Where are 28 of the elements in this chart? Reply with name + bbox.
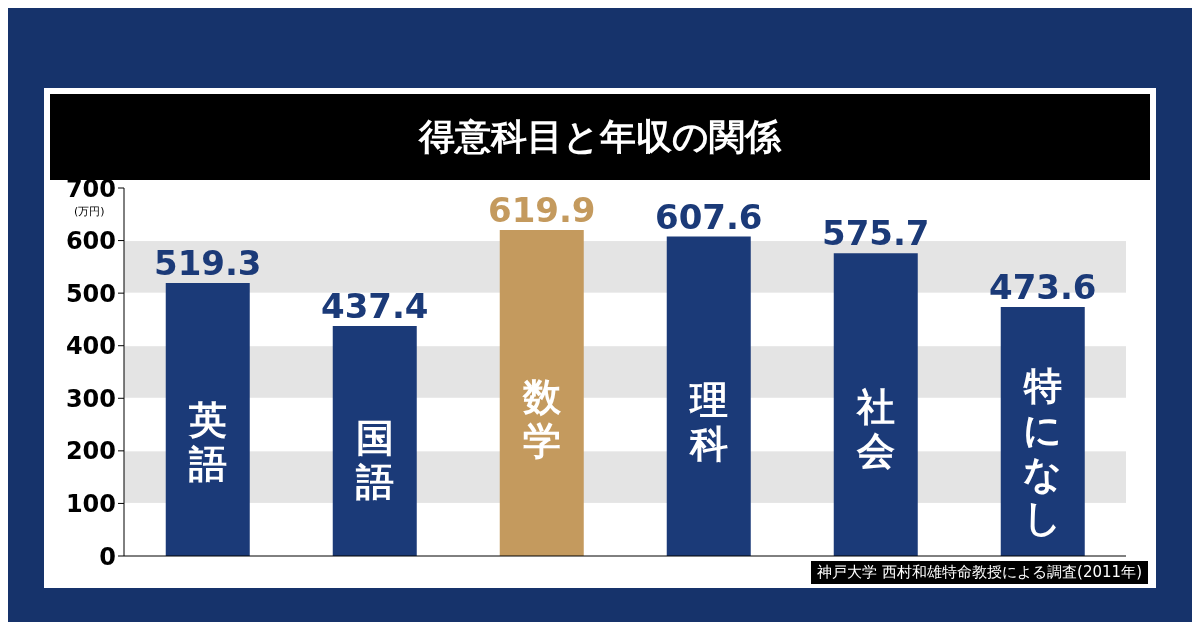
x-tick-label: 特になし (1022, 363, 1063, 540)
x-tick-label: 数学 (521, 375, 562, 464)
y-tick-label: 0 (99, 542, 116, 571)
y-tick-label: 400 (65, 332, 116, 361)
data-label: 473.6 (988, 267, 1097, 308)
y-tick-label: 300 (65, 384, 116, 413)
x-tick-label: 理科 (688, 378, 728, 467)
y-axis-title: (万円) (74, 204, 105, 219)
text: 神戸大学 西村和雄特命教授による調査(2011年) (817, 563, 1142, 581)
data-label: 519.3 (153, 243, 262, 283)
bar (1000, 307, 1085, 556)
bar (332, 326, 417, 556)
x-tick-label: 英語 (187, 397, 227, 486)
y-tick-label: 200 (65, 437, 116, 466)
data-label: 437.4 (320, 286, 429, 327)
bar (499, 230, 584, 556)
chart-title: 得意科目と年収の関係 (419, 116, 781, 157)
data-label: 575.7 (821, 213, 930, 254)
x-tick-label: 国語 (354, 415, 394, 504)
y-tick-label: 500 (65, 279, 116, 308)
bar (833, 253, 918, 556)
bar (666, 236, 751, 556)
x-tick-label: 社会 (855, 385, 895, 474)
y-tick-label: 600 (65, 227, 116, 256)
data-label: 607.6 (654, 196, 763, 237)
bar (165, 283, 250, 556)
data-label: 619.9 (487, 190, 596, 231)
y-tick-label: 100 (65, 489, 116, 518)
